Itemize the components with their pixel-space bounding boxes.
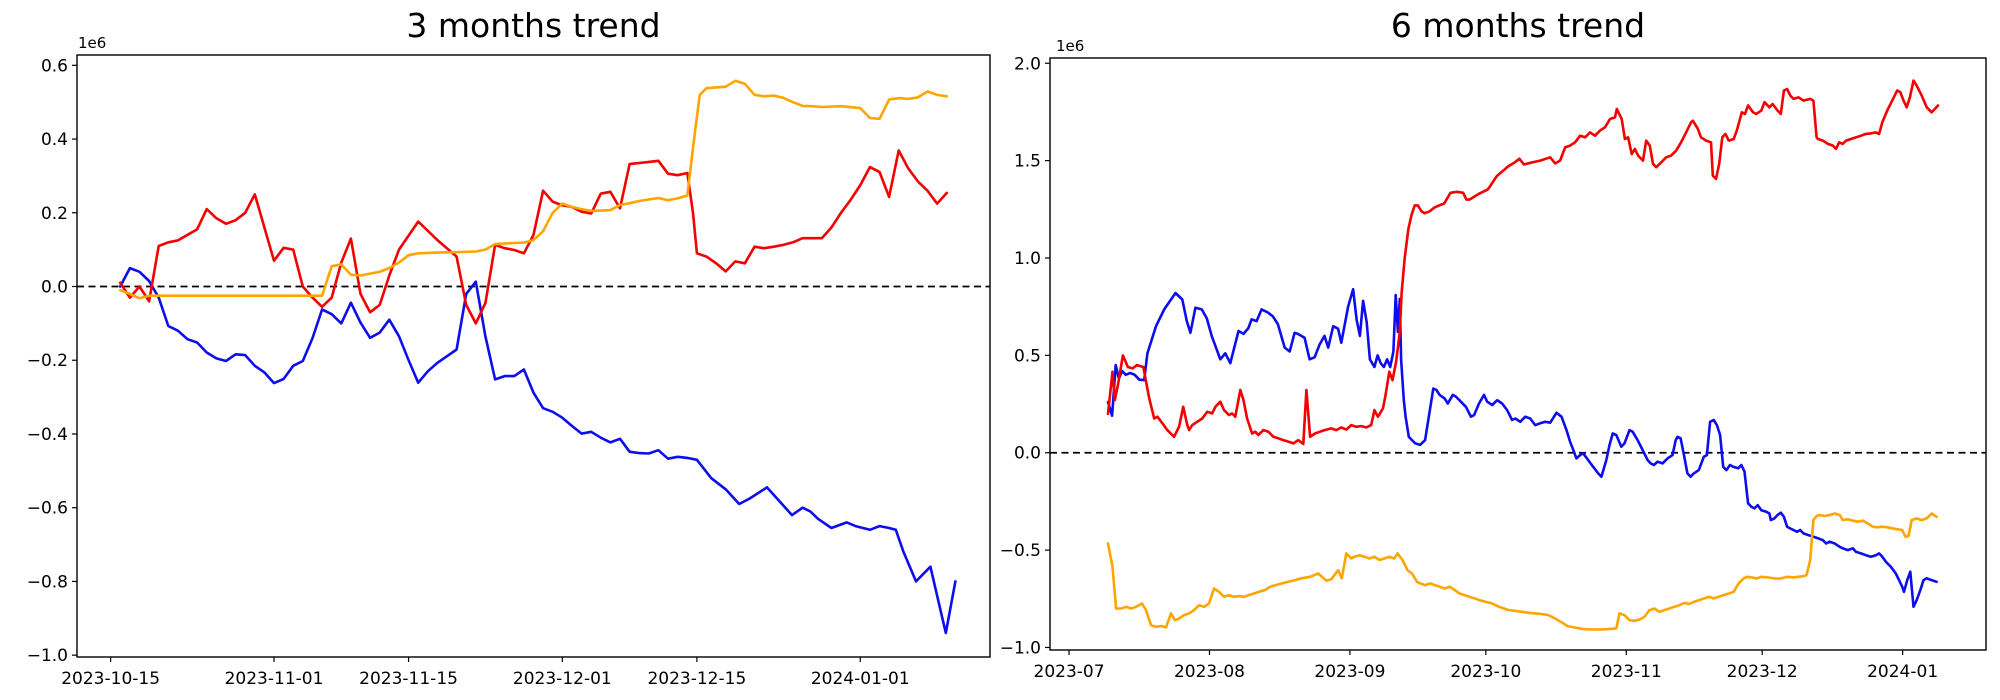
y-tick-label: 2.0	[1014, 54, 1041, 74]
x-tick-label: 2023-11-01	[225, 669, 324, 689]
plot-border	[76, 54, 991, 658]
x-tick-label: 2023-10-15	[61, 669, 160, 689]
x-tick-label: 2023-11	[1591, 662, 1662, 682]
y-tick-label: 0.0	[1014, 444, 1041, 464]
y-tick-label: 0.5	[1014, 346, 1041, 366]
x-tick-label: 2023-12	[1727, 662, 1798, 682]
x-tick-label: 2024-01	[1867, 662, 1938, 682]
y-tick-label: −0.2	[27, 351, 68, 371]
red-trend-line	[1106, 79, 1940, 446]
red-trend-line	[118, 149, 949, 325]
blue-trend-line	[118, 266, 957, 635]
right-y-axis-offset-label: 1e6	[1056, 37, 1085, 55]
y-tick-label: −0.5	[1000, 541, 1041, 561]
left-chart-title: 3 months trend	[406, 6, 661, 45]
x-tick-label: 2023-11-15	[359, 669, 458, 689]
x-tick-label: 2023-12-01	[513, 669, 612, 689]
chart-group-6-months: 2.0 1.5 1.0 0.5 0.0 −0.5 −1.0 2023-07 2023-08 202…	[1000, 54, 1987, 682]
orange-trend-line	[1106, 512, 1938, 631]
x-tick-label: 2023-08	[1174, 662, 1245, 682]
blue-trend-line	[1106, 287, 1938, 609]
x-tick-label: 2024-01-01	[811, 669, 910, 689]
x-tick-label: 2023-07	[1034, 662, 1105, 682]
y-tick-label: −1.0	[1000, 638, 1041, 658]
x-tick-label: 2023-10	[1450, 662, 1521, 682]
x-tick-label: 2023-09	[1314, 662, 1385, 682]
y-tick-label: 1.0	[1014, 249, 1041, 269]
y-tick-label: 1.5	[1014, 152, 1041, 172]
y-tick-label: 0.6	[41, 56, 68, 76]
chart-group-3-months: 0.6 0.4 0.2 0.0 −0.2 −0.4 −0.6 −0.8 −1.0 2023-10-…	[27, 54, 991, 689]
y-tick-label: −0.8	[27, 572, 68, 592]
plot-border	[1049, 57, 1987, 651]
y-tick-label: −0.6	[27, 499, 68, 519]
y-tick-label: 0.2	[41, 204, 68, 224]
right-chart-title: 6 months trend	[1390, 6, 1646, 45]
left-y-axis-offset-label: 1e6	[78, 34, 107, 52]
orange-trend-line	[118, 79, 949, 300]
y-tick-label: 0.4	[41, 130, 68, 150]
y-tick-label: −0.4	[27, 425, 68, 445]
y-tick-label: 0.0	[41, 278, 68, 298]
y-tick-label: −1.0	[27, 646, 68, 666]
x-tick-label: 2023-12-15	[647, 669, 746, 689]
